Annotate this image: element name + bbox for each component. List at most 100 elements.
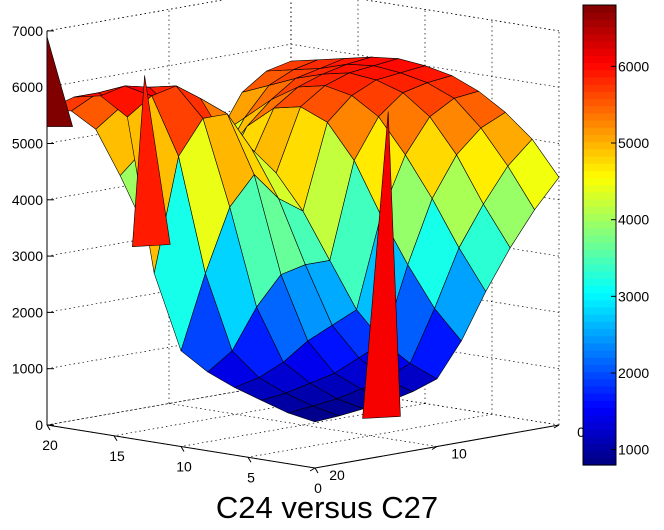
colorbar-band [583,436,616,445]
colorbar-band [583,91,616,100]
colorbar-band [583,371,616,380]
colorbar-tick-label: 6000 [618,58,649,74]
colorbar-band [583,364,616,373]
grid-line-y [168,403,438,447]
z-tick-label: 0 [35,417,43,433]
colorbar-band [583,40,616,49]
colorbar-band [583,443,616,452]
colorbar-tick-label: 5000 [618,135,649,151]
colorbar-band [583,385,616,394]
colorbar-band [583,213,616,222]
chart-title: C24 versus C27 [216,490,438,525]
colorbar-band [583,227,616,236]
colorbar-band [583,48,616,56]
z-tick-label: 5000 [12,136,43,152]
y-tick-label: 0 [577,424,585,440]
colorbar-band [583,141,616,150]
z-tick-label: 6000 [12,79,43,95]
y-tick-label: 10 [451,446,467,462]
colorbar-band [583,321,616,330]
colorbar-band [583,62,616,71]
colorbar-band [583,328,616,337]
colorbar-band [583,127,616,135]
grid-line-x [247,413,493,458]
colorbar-band [583,5,616,13]
colorbar-band [583,206,616,215]
colorbar-band [583,256,616,265]
z-tick-label: 4000 [12,192,43,208]
colorbar: 1000 2000 3000 4000 5000 6000 [582,4,649,466]
colorbar-band [583,429,616,437]
colorbar-band [583,134,616,143]
colorbar-tick-label: 2000 [618,365,649,381]
chart-tick-labels: 0 1000 2000 3000 4000 5000 6000 7000 20 15 10 5 0 0 10… [12,23,585,496]
surface-peak [132,75,171,247]
colorbar-band [583,26,616,35]
colorbar-frame [582,4,617,466]
colorbar-band [583,242,616,250]
z-tick-label: 7000 [12,23,43,39]
colorbar-band [583,220,616,229]
x-tick-label: 0 [314,480,322,496]
colorbar-band [583,191,616,200]
colorbar-band [583,299,616,308]
x-tick-mark [113,435,118,442]
colorbar-band [583,393,616,401]
colorbar-band [583,285,616,294]
y-tick-mark [431,446,438,450]
colorbar-band [583,112,616,121]
colorbar-band [583,199,616,207]
colorbar-band [583,55,616,64]
colorbar-band [583,163,616,171]
colorbar-band [583,421,616,430]
colorbar-band [583,335,616,344]
colorbar-band [583,450,616,459]
x-tick-mark [314,467,319,474]
colorbar-band [583,407,616,416]
x-tick-label: 10 [176,459,192,475]
x-tick-mark [180,446,185,452]
colorbar-band [583,249,616,258]
surface-plot [46,36,560,423]
y-tick-mark [309,467,316,472]
x-tick-label: 5 [247,469,255,485]
grid-line-z [46,269,292,313]
x-tick-label: 15 [109,448,125,464]
colorbar-band [583,69,616,78]
grid-line-z [46,212,292,257]
z-tick-label: 3000 [12,248,43,264]
colorbar-band [583,292,616,301]
y-tick-mark [553,424,560,429]
colorbar-band [583,278,616,286]
y-tick-label: 20 [329,467,345,483]
colorbar-band [583,350,616,358]
grid-line-z [46,100,292,144]
colorbar-band [583,357,616,365]
colorbar-band [583,19,616,28]
surface-peak [46,36,73,127]
surface-patch [507,138,560,210]
colorbar-band [583,177,616,186]
colorbar-tick-label: 3000 [618,288,649,304]
colorbar-band [583,306,616,315]
colorbar-band [583,184,616,193]
grid-line-z [46,325,292,370]
colorbar-band [583,84,616,92]
colorbar-band [583,414,616,423]
colorbar-tick-label: 1000 [618,442,649,458]
colorbar-band [583,342,616,351]
colorbar-band [583,270,616,279]
x-tick-mark [46,424,51,431]
z-tick-label: 1000 [12,361,43,377]
colorbar-band [583,98,616,107]
colorbar-band [583,148,616,157]
surface-peak [362,111,401,419]
colorbar-band [583,378,616,387]
colorbar-band [583,314,616,322]
colorbar-band [583,155,616,164]
colorbar-tick-label: 4000 [618,212,649,228]
colorbar-band [583,120,616,128]
z-tick-label: 2000 [12,304,43,320]
colorbar-band [583,263,616,272]
colorbar-band [583,400,616,409]
